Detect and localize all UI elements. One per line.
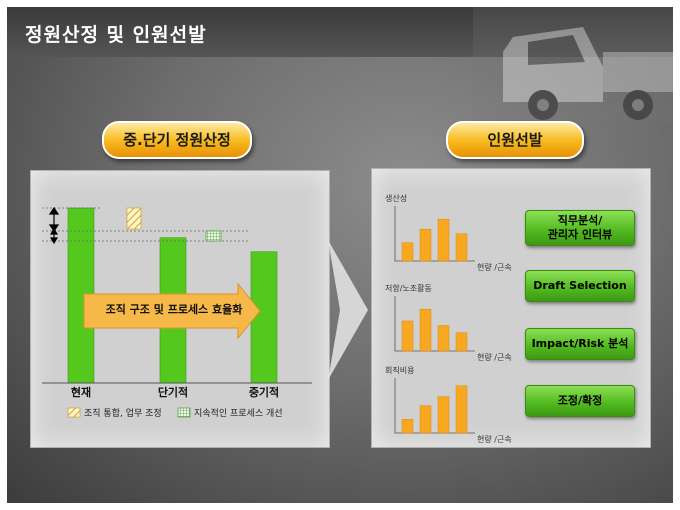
left-heading-pill: 중.단기 정원산정 [102,121,252,159]
mini-chart-2-bar-1 [419,405,432,434]
mini-chart-label-0: 생산성 [385,193,407,203]
right-heading-pill: 인원선발 [446,121,584,159]
headcount-chart: 현재 단기적 중기적 조직 통합, 업무 조정 지속적인 프로세스 개선 [42,206,312,419]
mini-chart-xlabel-1: 현량 /근속 [477,352,512,362]
mini-chart-xlabel-2: 현량 /근속 [477,434,512,444]
hatched-box [126,207,142,230]
mini-chart-0-bar-1 [419,228,432,262]
grid-box [205,230,222,242]
mini-chart-0-bar-3 [455,233,468,262]
legend-hatch-swatch [67,407,81,418]
step-draft-selection: Draft Selection [525,270,635,302]
transition-arrow [328,240,368,380]
category-label-current: 현재 [71,385,91,399]
left-heading: 중.단기 정원산정 [123,131,231,149]
mini-chart-2-bar-0 [401,419,414,434]
mini-chart-1-bar-3 [455,332,468,352]
truck-image [473,7,673,122]
mini-chart-0-bar-0 [401,242,414,262]
step-impact-risk: Impact/Risk 분석 [525,328,635,360]
mini-chart-0-bar-2 [437,218,450,262]
right-heading: 인원선발 [487,131,543,149]
category-label-mid: 중기적 [249,385,279,399]
step-label-4: 조정/확정 [557,394,603,407]
category-label-short: 단기적 [158,385,188,399]
legend-hatch-label: 조직 통합, 업무 조정 [84,408,162,419]
legend-grid-label: 지속적인 프로세스 개선 [194,407,283,419]
efficiency-arrow [83,282,261,340]
mini-chart-2-bar-2 [437,396,450,434]
step-job-analysis: 직무분석/ 관리자 인터뷰 [525,210,635,246]
mini-chart-2-bar-3 [455,385,468,434]
mini-chart-xlabel-0: 현량 /근속 [477,262,512,272]
mini-chart-1-bar-1 [419,308,432,352]
mini-chart-label-2: 회직비용 [385,365,414,375]
double-arrow-2 [49,227,59,245]
mini-chart-label-1: 저항/노조활동 [385,283,432,293]
step-confirm: 조정/확정 [525,385,635,417]
mini-chart-1-bar-2 [437,325,450,352]
double-arrow-1 [48,206,60,233]
step-label-2: Draft Selection [533,279,627,292]
mini-chart-1-bar-0 [401,320,414,352]
step-label-3: Impact/Risk 분석 [531,337,629,350]
page-title: 정원산정 및 인원선발 [25,24,207,46]
legend-grid-swatch [177,407,191,418]
step-label-1: 직무분석/ 관리자 인터뷰 [547,214,613,241]
efficiency-banner-label: 조직 구조 및 프로세스 효율화 [105,303,243,316]
